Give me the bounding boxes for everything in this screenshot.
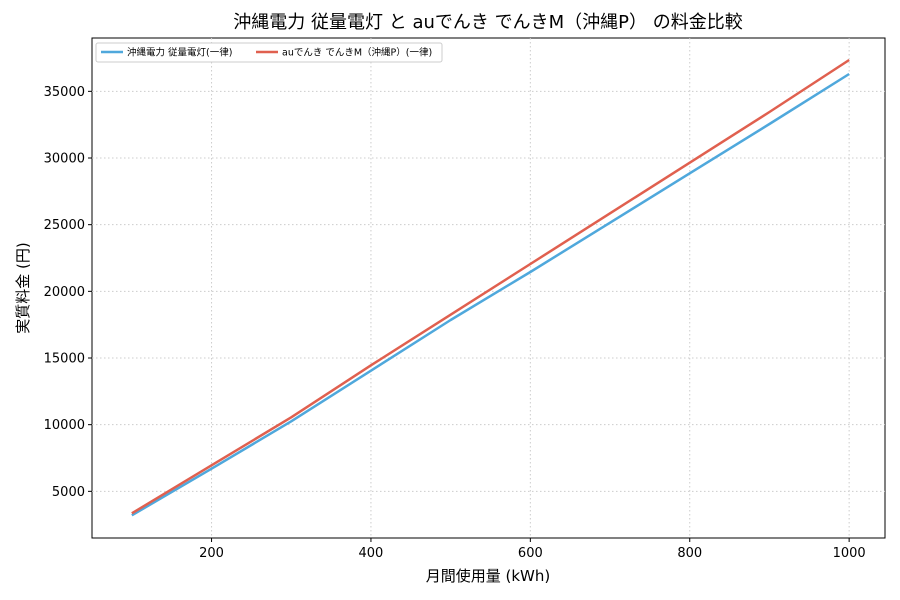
y-tick-label: 10000	[44, 418, 85, 433]
x-tick-label: 400	[359, 546, 384, 561]
y-tick-label: 20000	[44, 285, 85, 300]
y-tick-label: 35000	[44, 85, 85, 100]
x-tick-label: 800	[677, 546, 702, 561]
plot-area	[91, 37, 886, 539]
legend-label-series-2: auでんき でんきM（沖縄P）(一律)	[282, 47, 432, 59]
x-axis-label: 月間使用量 (kWh)	[426, 567, 551, 585]
x-tick-label: 1000	[833, 546, 866, 561]
x-tick-label: 600	[518, 546, 543, 561]
series-line-2	[131, 58, 850, 515]
y-tick-label: 30000	[44, 152, 85, 167]
y-tick-label: 15000	[44, 352, 85, 367]
y-tick-label: 5000	[52, 485, 85, 500]
series-lines	[131, 58, 850, 517]
axis-ticks: 200 400 600 800 1000 5000 10000 15000 20000 25000…	[44, 85, 866, 561]
x-tick-label: 200	[199, 546, 224, 561]
grid	[92, 38, 885, 538]
chart-title: 沖縄電力 従量電灯 と auでんき でんきM（沖縄P） の料金比較	[233, 12, 742, 33]
series-line-1	[131, 72, 850, 517]
y-axis-label: 実質料金 (円)	[14, 242, 32, 333]
legend-label-series-1: 沖縄電力 従量電灯(一律)	[127, 47, 232, 59]
legend: 沖縄電力 従量電灯(一律) auでんき でんきM（沖縄P）(一律)	[95, 42, 443, 63]
y-tick-label: 25000	[44, 218, 85, 233]
